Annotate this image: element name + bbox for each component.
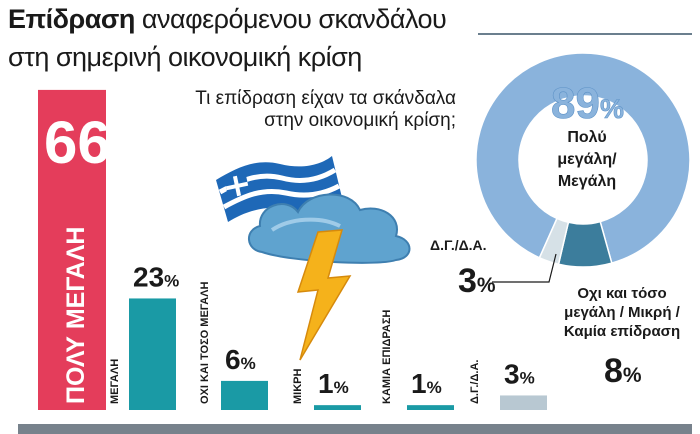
value-label-3: 3% — [458, 262, 496, 300]
title-rule — [478, 33, 692, 35]
value-label-megali: 23% — [133, 261, 179, 292]
value-label-oxi-toso: 6% — [225, 344, 256, 375]
category-label-oxi-toso: ΟΧΙ ΚΑΙ ΤΟΣΟ ΜΕΓΑΛΗ — [199, 282, 211, 404]
value-label-dk: 3% — [504, 358, 535, 389]
leader-line-dk — [492, 253, 557, 283]
bar-poly-megali — [38, 89, 106, 411]
category-label-mikri: ΜΙΚΡΗ — [292, 369, 304, 405]
donut-label-megali: Πολύ μεγάλη/Μεγάλη — [557, 129, 617, 190]
value-label-89: 89% — [551, 79, 624, 128]
category-label-megali: ΜΕΓΑΛΗ — [109, 359, 121, 404]
donut-label-mikri: Οχι και τόσο μεγάλη / Μικρή / Καμία επίδρα… — [564, 285, 681, 340]
bar-megali — [129, 298, 176, 410]
storm-cloud-icon — [248, 193, 411, 264]
value-label-8: 8% — [604, 352, 642, 390]
bar-kamia — [407, 405, 454, 410]
value-label-mikri: 1% — [318, 368, 349, 399]
donut-hole — [519, 96, 647, 224]
title-bold: Επίδραση — [8, 4, 135, 34]
value-label-kamia: 1% — [411, 368, 442, 399]
chart-subtitle: στη σημερινή οικονομική κρίση — [8, 42, 362, 72]
value-label-poly-megali: 66% — [44, 109, 144, 176]
category-label-poly-megali: ΠΟΛΥ ΜΕΓΑΛΗ — [62, 227, 90, 404]
title-rest: αναφερόμενου σκανδάλου — [141, 4, 447, 34]
bottom-rule — [18, 424, 692, 434]
lightning-icon — [296, 229, 352, 361]
category-label-dk: Δ.Γ./Δ.Α. — [469, 360, 481, 404]
question-text: Τι επίδραση είχαν τα σκάνδαλα στην οικον… — [195, 88, 456, 131]
donut-label-dk: Δ.Γ./Δ.Α. — [430, 237, 487, 253]
bar-mikri — [314, 405, 361, 410]
chart-title: Επίδραση αναφερόμενου σκανδάλου — [8, 4, 447, 35]
category-label-kamia: ΚΑΜΙΑ ΕΠΙΔΡΑΣΗ — [381, 310, 393, 404]
bar-oxi-toso — [221, 380, 268, 410]
bar-dk — [500, 395, 547, 410]
